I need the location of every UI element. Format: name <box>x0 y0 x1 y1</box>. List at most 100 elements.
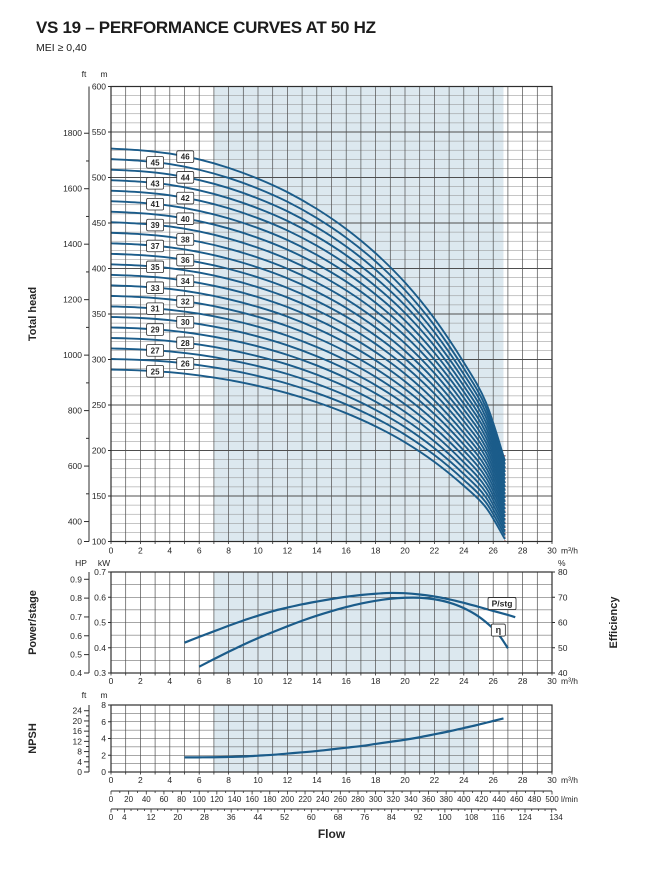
svg-text:0: 0 <box>77 537 82 547</box>
svg-text:26: 26 <box>488 775 498 785</box>
svg-text:68: 68 <box>334 813 343 822</box>
svg-text:6: 6 <box>197 775 202 785</box>
svg-text:%: % <box>558 558 566 568</box>
svg-text:140: 140 <box>228 795 242 804</box>
svg-text:0.7: 0.7 <box>70 612 82 622</box>
svg-text:60: 60 <box>558 618 568 628</box>
svg-text:500: 500 <box>92 173 106 183</box>
stage-label-box-42 <box>176 191 195 205</box>
stage-label-box-40 <box>176 212 195 225</box>
svg-text:16: 16 <box>341 676 351 686</box>
svg-text:27: 27 <box>151 346 160 355</box>
svg-text:0: 0 <box>109 795 114 804</box>
svg-text:12: 12 <box>283 546 293 556</box>
svg-text:36: 36 <box>181 256 190 265</box>
svg-text:NPSH: NPSH <box>27 723 39 754</box>
svg-text:120: 120 <box>210 795 224 804</box>
stage-label-box-32 <box>176 295 195 308</box>
svg-text:80: 80 <box>177 795 186 804</box>
svg-text:ft: ft <box>82 690 87 700</box>
stage-label-box-41 <box>146 197 165 211</box>
svg-text:2: 2 <box>101 750 106 760</box>
svg-text:250: 250 <box>92 400 106 410</box>
svg-text:28: 28 <box>518 775 528 785</box>
svg-text:30: 30 <box>181 318 190 327</box>
svg-text:60: 60 <box>307 813 316 822</box>
svg-text:6: 6 <box>101 717 106 727</box>
stage-label-box-37 <box>146 239 165 253</box>
svg-text:100: 100 <box>438 813 452 822</box>
svg-text:30: 30 <box>547 775 557 785</box>
svg-text:m: m <box>100 690 107 700</box>
svg-text:0: 0 <box>109 546 114 556</box>
main-head-chart: 2526272829303132333435363738394041424344… <box>27 69 578 556</box>
svg-text:0: 0 <box>101 767 106 777</box>
svg-text:m³/h: m³/h <box>561 676 578 686</box>
svg-text:0.6: 0.6 <box>70 631 82 641</box>
svg-text:43: 43 <box>151 179 160 188</box>
svg-text:HP: HP <box>75 558 87 568</box>
svg-text:8: 8 <box>226 546 231 556</box>
stage-curve-25 <box>110 368 506 540</box>
svg-text:8: 8 <box>226 775 231 785</box>
svg-text:m³/h: m³/h <box>561 546 578 556</box>
svg-text:400: 400 <box>68 517 82 527</box>
svg-text:76: 76 <box>360 813 369 822</box>
svg-text:400: 400 <box>92 264 106 274</box>
svg-text:60: 60 <box>159 795 168 804</box>
stage-label-box-30 <box>176 315 195 329</box>
svg-text:0.4: 0.4 <box>70 668 82 678</box>
svg-text:180: 180 <box>263 795 277 804</box>
stage-label-box-36 <box>176 253 195 267</box>
svg-text:22: 22 <box>430 775 440 785</box>
svg-text:480: 480 <box>528 795 542 804</box>
svg-text:6: 6 <box>197 546 202 556</box>
svg-text:24: 24 <box>459 775 469 785</box>
svg-text:18: 18 <box>371 775 381 785</box>
svg-text:m: m <box>100 69 107 79</box>
pstg-label-box <box>487 597 517 610</box>
svg-text:340: 340 <box>404 795 418 804</box>
svg-text:20: 20 <box>124 795 133 804</box>
svg-text:14: 14 <box>312 676 322 686</box>
svg-text:42: 42 <box>181 194 190 203</box>
stage-curve-43 <box>110 179 506 473</box>
svg-text:1000: 1000 <box>63 350 82 360</box>
svg-text:28: 28 <box>181 339 190 348</box>
svg-text:460: 460 <box>510 795 524 804</box>
svg-text:29: 29 <box>151 326 160 335</box>
svg-text:10: 10 <box>253 676 263 686</box>
stage-label-box-25 <box>146 365 165 378</box>
svg-text:0.5: 0.5 <box>70 650 82 660</box>
svg-text:8: 8 <box>226 676 231 686</box>
svg-text:14: 14 <box>312 775 322 785</box>
svg-text:12: 12 <box>147 813 156 822</box>
svg-text:8: 8 <box>77 747 82 757</box>
mei-subtitle: MEI ≥ 0,40 <box>36 42 87 54</box>
stage-label-box-29 <box>146 323 165 336</box>
svg-text:10: 10 <box>253 775 263 785</box>
stage-curve-33 <box>110 284 506 510</box>
svg-text:12: 12 <box>73 736 83 746</box>
svg-text:6: 6 <box>197 676 202 686</box>
svg-text:600: 600 <box>92 82 106 92</box>
stage-label-box-33 <box>146 281 165 294</box>
svg-text:40: 40 <box>181 215 190 224</box>
svg-text:25: 25 <box>151 367 160 376</box>
stage-curve-45 <box>110 158 506 465</box>
svg-text:18: 18 <box>371 676 381 686</box>
svg-text:44: 44 <box>253 813 262 822</box>
svg-text:26: 26 <box>488 676 498 686</box>
svg-text:30: 30 <box>547 546 557 556</box>
svg-text:380: 380 <box>439 795 453 804</box>
svg-text:0.4: 0.4 <box>94 643 106 653</box>
svg-text:300: 300 <box>369 795 383 804</box>
svg-text:80: 80 <box>558 567 568 577</box>
svg-text:200: 200 <box>281 795 295 804</box>
svg-text:4: 4 <box>122 813 127 822</box>
stage-curve-29 <box>110 326 506 525</box>
stage-curve-35 <box>110 263 506 503</box>
svg-text:12: 12 <box>283 775 293 785</box>
